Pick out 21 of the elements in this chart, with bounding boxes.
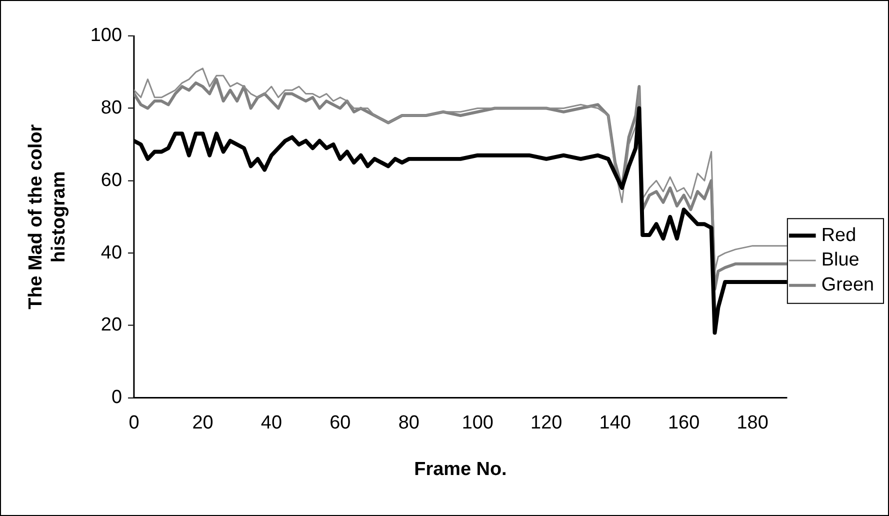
legend-label: Green: [821, 274, 874, 296]
x-tick-label: 160: [668, 412, 700, 434]
x-tick-label: 180: [736, 412, 768, 434]
legend-label: Red: [821, 224, 856, 246]
x-tick-label: 120: [530, 412, 562, 434]
x-tick-label: 80: [398, 412, 420, 434]
legend-label: Blue: [821, 250, 860, 271]
x-tick-label: 60: [330, 412, 351, 434]
y-tick-label: 20: [100, 314, 122, 336]
x-axis-title: Frame No.: [414, 459, 507, 480]
x-tick-label: 20: [192, 412, 214, 434]
y-tick-label: 100: [90, 25, 122, 46]
y-tick-label: 40: [100, 242, 122, 264]
y-axis-title: The Mad of the color histogram: [26, 124, 70, 310]
y-tick-label: 60: [100, 170, 122, 191]
x-tick-label: 0: [128, 412, 140, 434]
y-tick-label: 80: [100, 97, 122, 118]
y-tick-label: 0: [111, 387, 122, 408]
x-tick-label: 140: [599, 412, 631, 434]
x-tick-label: 40: [260, 412, 282, 434]
x-tick-label: 100: [462, 412, 494, 434]
